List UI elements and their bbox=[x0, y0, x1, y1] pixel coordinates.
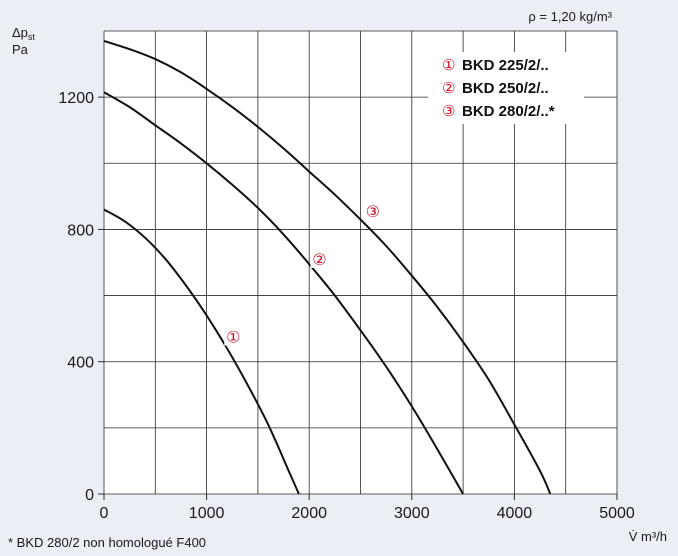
y-tick-label: 800 bbox=[67, 222, 94, 239]
x-tick-label: 1000 bbox=[189, 505, 225, 522]
x-tick-label: 3000 bbox=[394, 505, 430, 522]
y-tick-label: 0 bbox=[85, 487, 94, 504]
x-tick-label: 0 bbox=[100, 505, 109, 522]
legend-label-3: BKD 280/2/..* bbox=[462, 103, 555, 120]
curve-marker-bg-1 bbox=[224, 327, 243, 346]
legend-marker-2: ② bbox=[442, 79, 455, 97]
axes: 0 1000 2000 3000 4000 5000 0 400 800 1200 bbox=[58, 90, 634, 522]
y-axis-unit: Pa bbox=[12, 42, 29, 57]
x-axis-label: V̇ m³/h bbox=[629, 529, 667, 544]
curve-marker-3: ③ bbox=[366, 202, 380, 221]
legend-marker-3: ③ bbox=[442, 102, 455, 120]
x-tick-label: 5000 bbox=[599, 505, 635, 522]
series-line-1 bbox=[103, 208, 300, 495]
series-line-2 bbox=[103, 91, 464, 495]
series-line-3 bbox=[103, 39, 552, 495]
legend-label-1: BKD 225/2/.. bbox=[462, 57, 549, 74]
footnote: * BKD 280/2 non homologué F400 bbox=[8, 535, 206, 550]
density-note: ρ = 1,20 kg/m³ bbox=[528, 9, 612, 24]
y-tick-label: 400 bbox=[67, 355, 94, 372]
curve-marker-bg-2 bbox=[310, 249, 329, 268]
curve-marker-bg-3 bbox=[363, 201, 382, 220]
legend: ① BKD 225/2/.. ② BKD 250/2/.. ③ BKD 280/2/..* bbox=[428, 52, 584, 124]
legend-label-2: BKD 250/2/.. bbox=[462, 80, 549, 97]
curves: ① ② ③ bbox=[103, 39, 552, 495]
y-tick-label: 1200 bbox=[58, 90, 94, 107]
curve-marker-1: ① bbox=[226, 328, 240, 347]
legend-marker-1: ① bbox=[442, 56, 455, 74]
x-tick-label: 2000 bbox=[291, 505, 327, 522]
x-tick-label: 4000 bbox=[497, 505, 533, 522]
legend-background bbox=[428, 52, 584, 124]
y-axis-label: Δpst bbox=[12, 25, 35, 42]
curve-marker-2: ② bbox=[312, 250, 326, 269]
